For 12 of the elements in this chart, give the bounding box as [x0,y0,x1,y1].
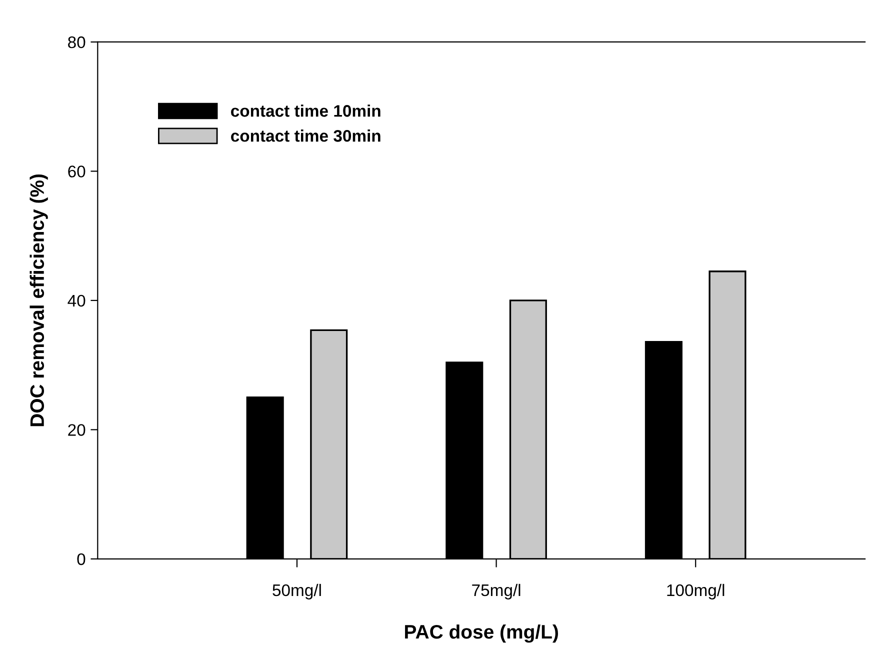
y-tick-label: 0 [77,553,86,566]
x-axis-title: PAC dose (mg/L) [405,624,558,643]
x-tick-label: 100mg/l [667,584,724,600]
x-tick-label: 75mg/l [472,584,520,600]
y-axis-title: DOC removal efficiency (%) [30,174,48,426]
y-tick-label: 80 [68,36,86,48]
y-tick-label: 20 [68,424,86,436]
x-tick-label: 50mg/l [272,584,321,600]
legend-label: contact time 30min [231,130,380,142]
y-tick-label: 60 [68,166,86,178]
legend-label: contact time 10min [231,104,380,117]
y-tick-label: 40 [68,294,86,307]
